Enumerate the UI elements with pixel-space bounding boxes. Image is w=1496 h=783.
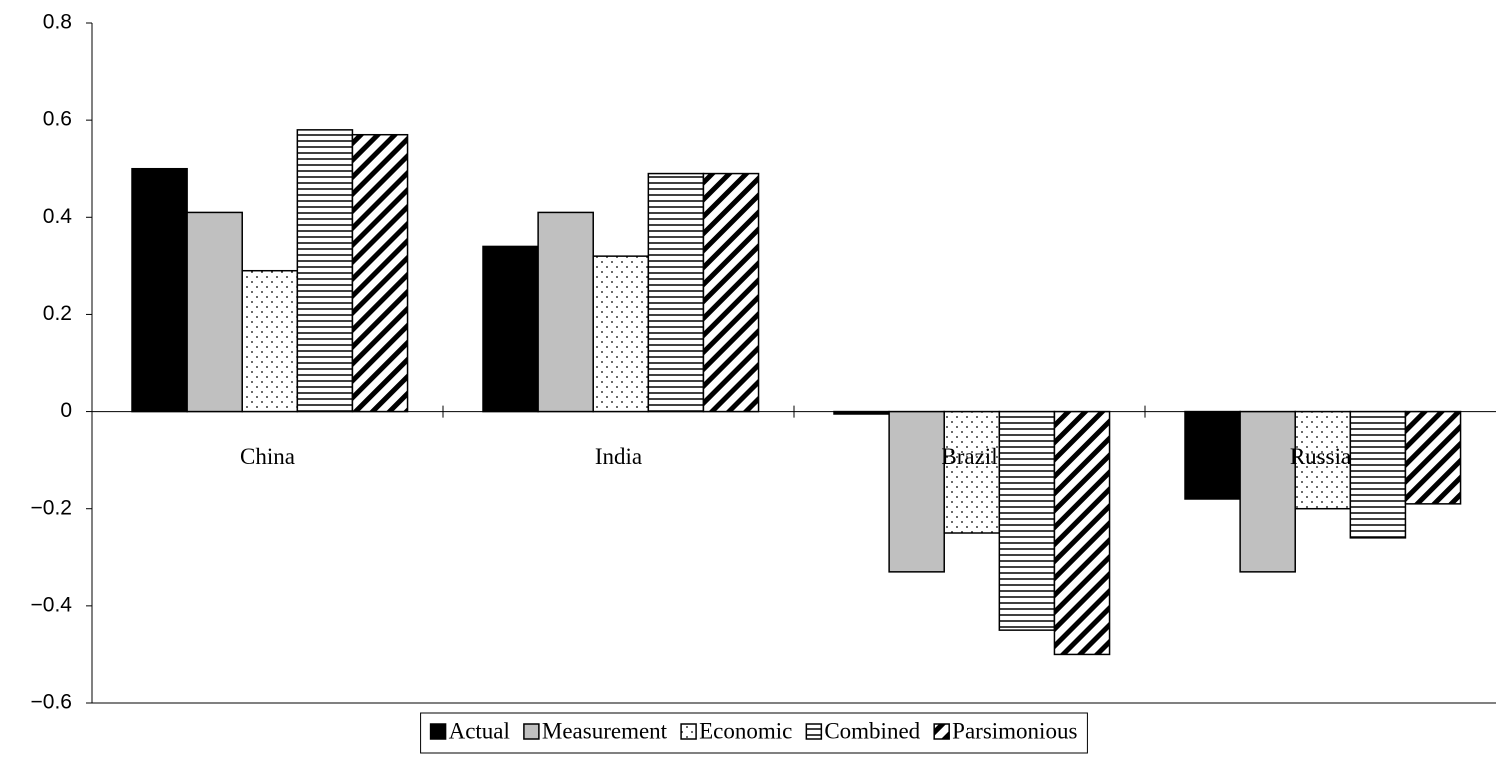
bar bbox=[537, 211, 594, 413]
x-tick-label: India bbox=[595, 444, 642, 469]
bar bbox=[943, 410, 1001, 534]
bar bbox=[888, 410, 945, 573]
bar bbox=[241, 269, 299, 413]
x-tick-label: Russia bbox=[1290, 444, 1351, 469]
y-tick-label: 0 bbox=[60, 399, 72, 422]
legend-swatch bbox=[429, 723, 447, 740]
bar bbox=[131, 167, 188, 413]
bar bbox=[702, 172, 760, 413]
bar bbox=[1294, 410, 1352, 510]
bar bbox=[296, 129, 354, 413]
bar bbox=[186, 211, 243, 413]
bar bbox=[998, 410, 1056, 631]
y-tick-label: 0.6 bbox=[43, 108, 72, 131]
bar bbox=[1239, 410, 1296, 573]
y-tick-label: 0.8 bbox=[43, 11, 72, 34]
legend-swatch bbox=[805, 723, 823, 740]
legend-label: Actual bbox=[449, 718, 510, 743]
bar bbox=[1404, 410, 1462, 505]
y-tick-label: −0.4 bbox=[31, 593, 73, 616]
bar bbox=[1349, 410, 1407, 539]
bar bbox=[647, 172, 705, 413]
legend-label: Parsimonious bbox=[952, 718, 1077, 743]
y-tick-label: 0.2 bbox=[43, 302, 72, 325]
bar bbox=[1053, 410, 1111, 656]
bar bbox=[482, 245, 539, 413]
y-tick-label: −0.2 bbox=[31, 496, 72, 519]
x-tick-label: Brazil bbox=[941, 444, 997, 469]
x-tick-label: China bbox=[240, 444, 295, 469]
legend-swatch bbox=[933, 723, 950, 740]
bar bbox=[592, 255, 650, 413]
legend-label: Measurement bbox=[542, 718, 668, 743]
y-tick-label: 0.4 bbox=[43, 205, 73, 228]
legend-swatch bbox=[523, 723, 540, 740]
bar bbox=[351, 133, 409, 413]
legend-label: Combined bbox=[824, 718, 920, 743]
legend-label: Economic bbox=[699, 718, 792, 743]
legend-swatch bbox=[680, 723, 697, 740]
bar bbox=[1184, 410, 1241, 500]
y-tick-label: −0.6 bbox=[31, 691, 72, 714]
